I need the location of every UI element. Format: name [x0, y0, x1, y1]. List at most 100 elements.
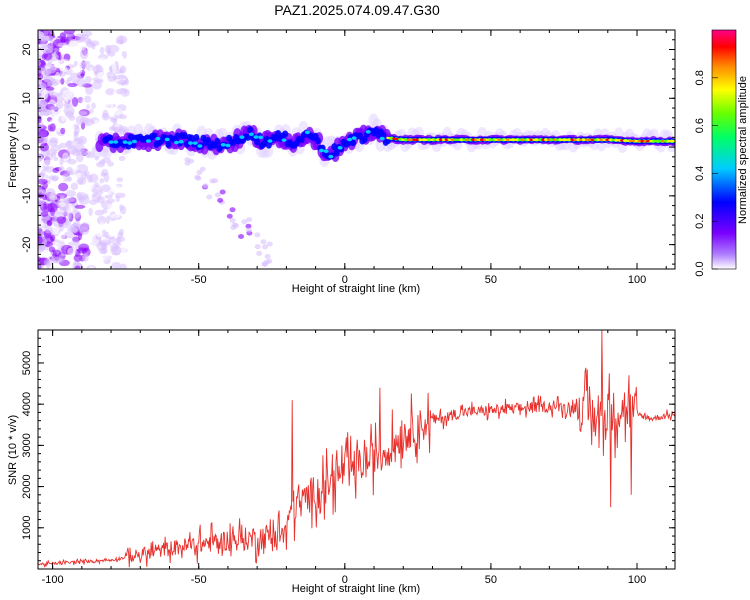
spectrogram-noise-blob: [72, 236, 81, 243]
spectrogram-streak: [254, 232, 261, 238]
spectrogram-noise-blob: [95, 64, 102, 71]
spectrogram-noise-blob: [90, 58, 99, 64]
spectrogram-noise-blob: [83, 95, 92, 103]
spectrogram-core: [214, 137, 221, 145]
colorbar-tick-label: 0.6: [694, 118, 706, 133]
spectrogram-noise-blob: [114, 192, 126, 199]
spectrogram-core: [174, 132, 181, 140]
spectrogram-noise-blob: [53, 156, 59, 162]
spectrogram-core: [181, 132, 188, 140]
spectrogram-mid: [145, 139, 151, 143]
snr-x-tick-label: 50: [485, 574, 497, 586]
spectrogram-noise-blob: [99, 177, 105, 184]
spectrogram-noise-blob: [41, 44, 54, 54]
spectrogram-core: [333, 149, 340, 157]
spectrogram-noise-blob: [55, 71, 60, 81]
spectrogram-noise-blob: [118, 55, 124, 60]
spectrogram-noise-blob: [80, 222, 90, 230]
spectrogram-noise-blob: [108, 237, 117, 244]
spectrogram-mid: [337, 145, 343, 150]
spectrogram-mid: [108, 140, 114, 144]
spectrogram-streak: [254, 244, 261, 250]
spectrogram-noise-blob: [99, 221, 105, 230]
spectrogram-noise-blob: [39, 35, 49, 42]
spectrogram-noise-blob: [118, 228, 124, 237]
snr-y-tick-label: 5000: [21, 351, 33, 375]
figure-title: PAZ1.2025.074.09.47.G30: [274, 2, 440, 18]
spectrogram-noise-blob: [40, 211, 49, 217]
spectrogram-noise-blob: [122, 84, 129, 89]
snr-x-tick-label: 0: [342, 574, 348, 586]
spectrogram-mid: [188, 141, 194, 145]
colorbar-label: Normalized spectral amplitude: [737, 76, 749, 224]
spectrogram-streak: [264, 254, 271, 260]
spectrogram-noise-blob: [118, 155, 126, 162]
spectrogram-noise-blob: [96, 71, 106, 80]
spectrogram-x-axis: -100 -50 0 50 100: [42, 30, 667, 286]
spectrogram-noise-blob: [115, 88, 128, 95]
spectrogram-noise-blob: [67, 82, 78, 88]
spectrogram-noise-blob: [105, 88, 116, 96]
spectrogram-noise-blob: [88, 249, 98, 258]
spectrogram-noise-blob: [56, 216, 67, 224]
spectrogram-noise-blob: [67, 247, 77, 256]
spectrogram-noise-blob: [114, 74, 126, 80]
colorbar-tick-label: 0.4: [694, 166, 706, 181]
spectrogram-core: [275, 129, 282, 137]
spectrogram-streak: [202, 183, 209, 189]
spectrogram-streak: [217, 197, 224, 203]
spectrogram-noise-blob: [102, 109, 109, 119]
spectrogram-noise-blob: [116, 80, 128, 86]
spectrogram-noise-blob: [58, 175, 66, 180]
spectrogram-noise-blob: [104, 231, 110, 239]
spectrogram-y-tick-label: -20: [21, 237, 33, 253]
spectrogram-noise-blob: [52, 167, 60, 174]
spectrogram-mid: [122, 140, 128, 144]
spectrogram-noise-blob: [38, 61, 42, 66]
spectrogram-noise-blob: [94, 32, 101, 39]
spectrogram-noise-blob: [111, 63, 117, 74]
spectrogram-peak: [672, 140, 675, 143]
spectrogram-noise-blob: [62, 66, 68, 73]
spectrogram-noise-blob: [47, 81, 59, 87]
spectrogram-noise-blob: [90, 234, 97, 239]
spectrogram-noise-blob: [103, 76, 109, 87]
spectrogram-noise-blob: [60, 127, 66, 135]
spectrogram-noise-blob: [63, 102, 74, 108]
spectrogram-core: [361, 136, 368, 144]
spectrogram-streak: [219, 189, 226, 195]
spectrogram-noise-blob: [70, 182, 79, 191]
spectrogram-mid: [239, 135, 245, 139]
spectrogram-core: [345, 139, 352, 147]
spectrogram-noise-blob: [39, 142, 49, 152]
spectrogram-mid: [304, 130, 310, 135]
spectrogram-noise-blob: [41, 52, 53, 61]
spectrogram-noise-blob: [38, 236, 43, 245]
spectrogram-noise-blob: [94, 79, 104, 84]
spectrogram-noise-blob: [107, 161, 114, 167]
spectrogram-noise-blob: [89, 108, 94, 114]
spectrogram-y-tick-label: 10: [21, 92, 33, 104]
spectrogram-streak: [246, 217, 253, 223]
spectrogram-noise-blob: [74, 125, 80, 135]
spectrogram-noise-blob: [78, 194, 90, 205]
spectrogram-noise-blob: [67, 176, 73, 182]
spectrogram-core: [314, 137, 321, 145]
spectrogram-noise-blob: [109, 184, 118, 193]
snr-y-label: SNR (10 * v/v): [7, 415, 19, 485]
spectrogram-y-tick-label: 20: [21, 43, 33, 55]
spectrogram-x-tick-label: -100: [42, 274, 64, 286]
colorbar-tick-label: 0.2: [694, 214, 706, 229]
spectrogram-noise-blob: [109, 98, 115, 108]
snr-marks: [38, 330, 675, 568]
spectrogram-mid: [178, 139, 184, 144]
spectrogram-y-tick-label: -10: [21, 188, 33, 204]
snr-x-label: Height of straight line (km): [292, 583, 420, 595]
spectrogram-noise-blob: [62, 152, 69, 162]
snr-frame: [37, 329, 676, 570]
spectrogram-noise-blob: [45, 149, 57, 156]
spectrogram-mid: [164, 137, 170, 142]
spectrogram-noise-blob: [66, 140, 72, 147]
snr-x-tick-label: 100: [628, 574, 646, 586]
